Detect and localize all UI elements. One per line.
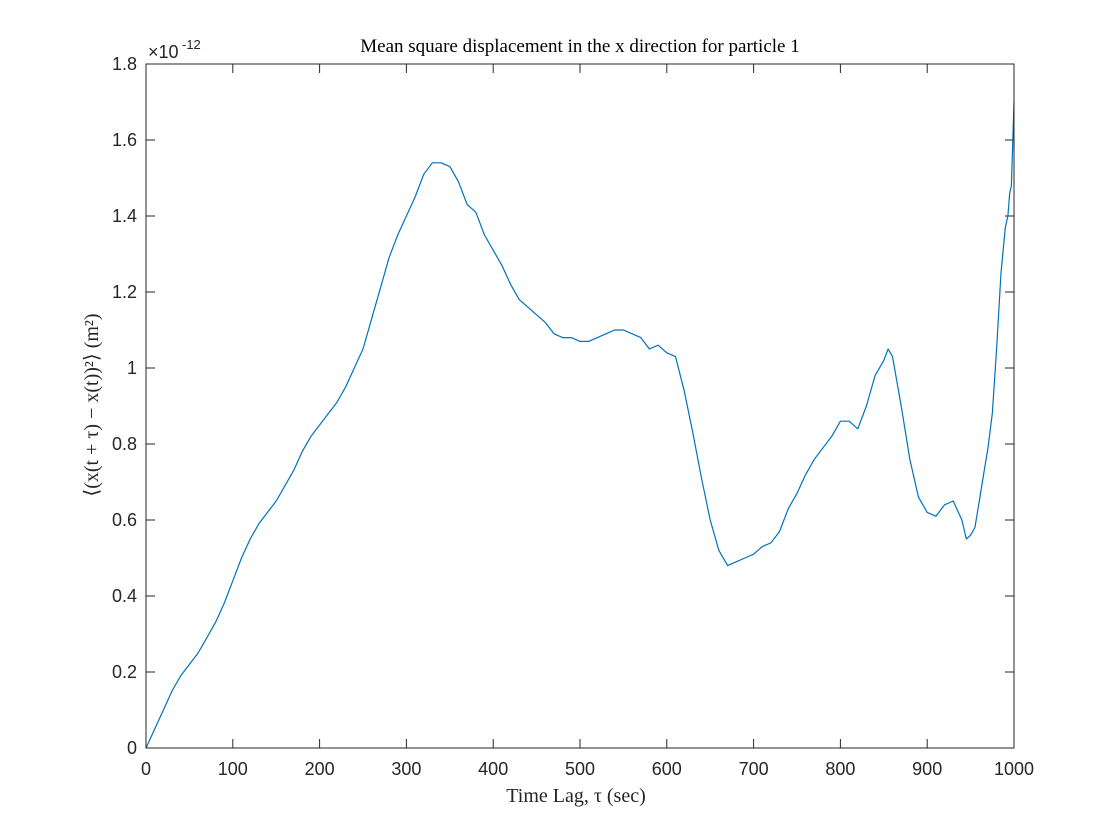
- y-multiplier-exponent: -12: [182, 37, 201, 52]
- y-axis-label: ⟨(x(t + τ) − x(t))²⟩ (m²): [81, 313, 103, 496]
- x-tick-label: 300: [391, 759, 421, 779]
- series-layer: [145, 101, 1015, 749]
- plot-area: [146, 64, 1014, 748]
- chart-title: Mean square displacement in the x direct…: [360, 36, 799, 57]
- y-tick-label: 0.2: [112, 662, 137, 682]
- y-tick-label: 0.4: [112, 586, 137, 606]
- y-tick-label: 1.6: [112, 130, 137, 150]
- x-tick-label: 0: [141, 759, 151, 779]
- x-tick-label: 900: [912, 759, 942, 779]
- x-tick-label: 100: [218, 759, 248, 779]
- y-tick-label: 0: [127, 738, 137, 758]
- x-axis-label: Time Lag, τ (sec): [506, 785, 646, 807]
- plot-frame: [145, 63, 1015, 749]
- y-multiplier-base: ×10: [148, 42, 179, 62]
- x-tick-label: 200: [305, 759, 335, 779]
- x-tick-label: 500: [565, 759, 595, 779]
- x-tick-label: 1000: [994, 759, 1034, 779]
- y-tick-label: 1.8: [112, 54, 137, 74]
- y-tick-label: 0.6: [112, 510, 137, 530]
- y-tick-label: 1.2: [112, 282, 137, 302]
- x-tick-label: 600: [652, 759, 682, 779]
- msd-line: [145, 101, 1015, 749]
- y-tick-label: 0.8: [112, 434, 137, 454]
- x-tick-label: 800: [825, 759, 855, 779]
- y-tick-label: 1: [127, 358, 137, 378]
- y-tick-label: 1.4: [112, 206, 137, 226]
- x-tick-label: 700: [739, 759, 769, 779]
- tick-labels: 0 100 200 300 400 500 600 700 800 900 1000 0 0.2 0.4 0…: [112, 54, 1034, 779]
- x-tick-label: 400: [478, 759, 508, 779]
